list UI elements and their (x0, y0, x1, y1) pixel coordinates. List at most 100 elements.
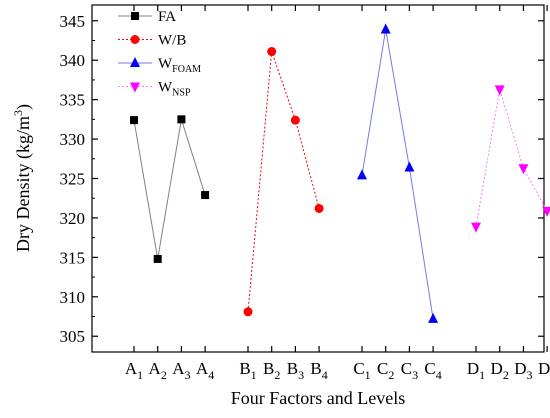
x-tick-letter: B (310, 359, 321, 378)
data-point (542, 206, 550, 217)
y-tick-label: 305 (60, 327, 86, 346)
data-point (471, 222, 481, 233)
x-tick-letter: D (538, 359, 550, 378)
data-point (177, 115, 186, 124)
x-tick-label: A3 (172, 359, 190, 382)
series-layer (130, 23, 550, 323)
x-tick-label: D3 (514, 359, 532, 382)
series-group (130, 115, 210, 263)
legend-label: W/B (158, 33, 186, 49)
x-tick-subscript: 3 (298, 368, 304, 382)
legend-label-subscript: NSP (172, 88, 191, 99)
legend-label-subscript: FOAM (172, 64, 201, 75)
x-tick-letter: A (196, 359, 209, 378)
x-tick-letter: A (172, 359, 185, 378)
x-tick-label: B3 (287, 359, 304, 382)
y-tick-label: 320 (60, 209, 86, 228)
x-tick-letter: D (491, 359, 503, 378)
x-tick-letter: A (125, 359, 138, 378)
x-tick-subscript: 3 (412, 368, 418, 382)
x-tick-label: D2 (491, 359, 509, 382)
y-axis-label: Dry Density (kg/m3) (11, 104, 34, 252)
y-tick-label: 325 (60, 170, 86, 189)
x-tick-subscript: 1 (251, 368, 257, 382)
x-tick-subscript: 2 (503, 368, 509, 382)
x-axis: A1A2A3A4B1B2B3B4C1C2C3C4D1D2D3D4 (125, 5, 550, 382)
x-tick-letter: B (239, 359, 250, 378)
x-tick-subscript: 1 (137, 368, 143, 382)
legend-label-main: FA (158, 9, 176, 25)
series-line (475, 89, 548, 227)
y-axis-label-sup: 3 (11, 110, 25, 116)
legend-label-main: W (158, 56, 173, 72)
x-tick-subscript: 1 (479, 368, 485, 382)
y-tick-label: 315 (60, 248, 86, 267)
series-line (361, 29, 434, 319)
x-tick-subscript: 3 (185, 368, 191, 382)
x-tick-label: B2 (263, 359, 280, 382)
legend-label: FA (158, 9, 176, 25)
y-tick-label: 340 (60, 51, 86, 70)
x-tick-label: C3 (401, 359, 418, 382)
series-line (247, 51, 320, 312)
y-tick-label: 330 (60, 130, 86, 149)
x-tick-subscript: 4 (208, 368, 214, 382)
x-tick-letter: C (377, 359, 388, 378)
legend-item: FA (118, 9, 176, 25)
data-point (267, 47, 277, 57)
legend-label: WNSP (158, 80, 191, 99)
x-tick-subscript: 4 (322, 368, 328, 382)
legend-item: W/B (118, 33, 186, 49)
x-tick-letter: C (424, 359, 435, 378)
x-tick-subscript: 2 (274, 368, 280, 382)
legend-marker (130, 82, 140, 93)
legend-marker (130, 35, 140, 44)
series-group (243, 47, 324, 317)
x-tick-label: A1 (125, 359, 143, 382)
legend-marker (130, 57, 140, 67)
x-tick-subscript: 2 (388, 368, 394, 382)
legend-label: WFOAM (158, 56, 201, 75)
y-axis: 305 310 315 320 325 330 335 340 345 (60, 12, 544, 346)
y-axis-label-text: Dry Density (kg/m (13, 116, 34, 252)
x-tick-label: B1 (239, 359, 256, 382)
series-line (133, 119, 206, 260)
x-tick-letter: A (149, 359, 162, 378)
x-tick-subscript: 1 (365, 368, 371, 382)
x-tick-letter: B (287, 359, 298, 378)
x-tick-letter: C (401, 359, 412, 378)
legend-label-main: W/B (158, 33, 186, 49)
data-point (201, 191, 210, 200)
x-tick-label: A4 (196, 359, 214, 382)
legend-item: WFOAM (118, 56, 201, 75)
x-tick-subscript: 3 (527, 368, 533, 382)
data-point (428, 312, 439, 323)
data-point (380, 23, 391, 34)
legend-marker (131, 12, 139, 20)
y-tick-label: 310 (60, 288, 86, 307)
x-tick-letter: B (263, 359, 274, 378)
data-point (357, 169, 367, 180)
legend-item: WNSP (118, 80, 191, 99)
x-tick-label: D4 (538, 359, 550, 382)
x-tick-label: D1 (467, 359, 485, 382)
series-group (357, 23, 439, 323)
x-axis-label: Four Factors and Levels (231, 388, 405, 408)
x-tick-letter: C (353, 359, 364, 378)
data-point (518, 164, 529, 175)
y-tick-label: 335 (60, 91, 86, 110)
data-point (314, 203, 324, 213)
x-tick-label: A2 (149, 359, 167, 382)
data-point (494, 85, 505, 96)
series-group (471, 85, 550, 233)
x-tick-subscript: 2 (161, 368, 167, 382)
data-point (130, 116, 138, 125)
x-tick-label: B4 (310, 359, 327, 382)
data-point (243, 307, 253, 317)
legend-label-main: W (158, 80, 173, 96)
x-tick-subscript: 4 (436, 368, 442, 382)
x-tick-label: C1 (353, 359, 370, 382)
